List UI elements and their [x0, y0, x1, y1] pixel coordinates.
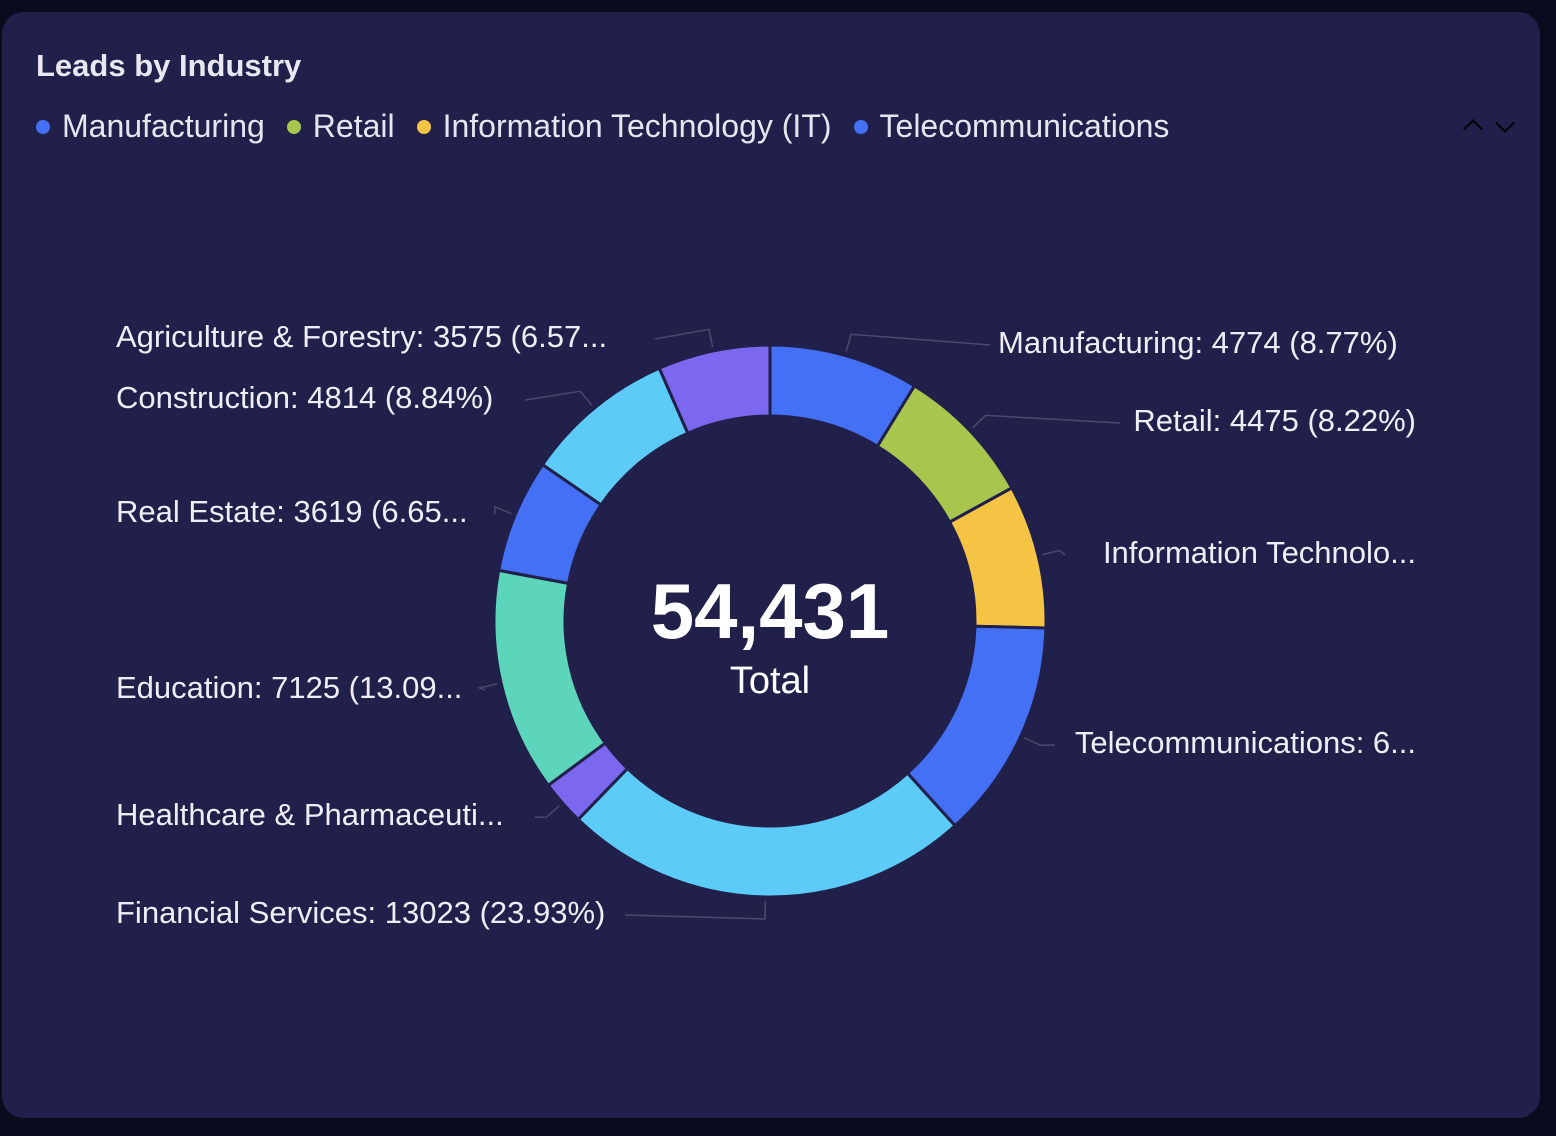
legend-label: Manufacturing: [62, 108, 265, 144]
slice-label: Real Estate: 3619 (6.65...: [116, 494, 468, 529]
legend-dot-icon: [36, 119, 50, 134]
leader-line: [534, 805, 561, 819]
leader-line: [845, 333, 991, 352]
legend-label: Retail: [312, 108, 395, 144]
slice-label: Retail: 4475 (8.22%): [1133, 403, 1416, 438]
leader-line: [1024, 737, 1056, 747]
legend-item-telecommunications[interactable]: Telecommunications: [853, 108, 1170, 145]
leader-line: [972, 414, 1121, 429]
slice-financial-services[interactable]: [576, 766, 958, 899]
leader-line: [477, 683, 498, 691]
slice-label: Information Technolo...: [1102, 535, 1416, 570]
total-label: Total: [729, 660, 811, 702]
slice-label: Education: 7125 (13.09...: [116, 670, 463, 705]
leader-line: [654, 328, 714, 348]
slice-label: Telecommunications: 6...: [1074, 725, 1416, 760]
slice-label: Construction: 4814 (8.84%): [116, 380, 494, 415]
chart-title: Leads by Industry: [36, 48, 302, 83]
legend-label: Telecommunications: [879, 108, 1170, 144]
leader-line: [493, 505, 512, 515]
legend-dot-icon: [853, 119, 868, 134]
slice-label: Healthcare & Pharmaceuti...: [116, 797, 504, 832]
slice-label: Financial Services: 13023 (23.93%): [116, 895, 606, 930]
legend-item-it[interactable]: Information Technology (IT): [416, 108, 832, 145]
legend-dot-icon: [416, 119, 431, 134]
legend-item-retail[interactable]: Retail: [286, 108, 395, 145]
slice-agriculture-forestry[interactable]: [657, 343, 772, 436]
slice-label: Agriculture & Forestry: 3575 (6.57...: [116, 319, 608, 354]
leader-line: [624, 900, 767, 920]
legend-label: Information Technology (IT): [442, 108, 832, 144]
legend-dot-icon: [286, 119, 301, 134]
leader-line: [524, 390, 593, 406]
legend-item-manufacturing[interactable]: Manufacturing: [36, 108, 265, 145]
leader-line: [1041, 549, 1066, 556]
slice-label: Manufacturing: 4774 (8.77%): [998, 325, 1398, 360]
total-value: 54,431: [650, 567, 890, 655]
legend: Manufacturing Retail Information Technol…: [36, 108, 1169, 145]
chart-card: [2, 12, 1540, 1118]
